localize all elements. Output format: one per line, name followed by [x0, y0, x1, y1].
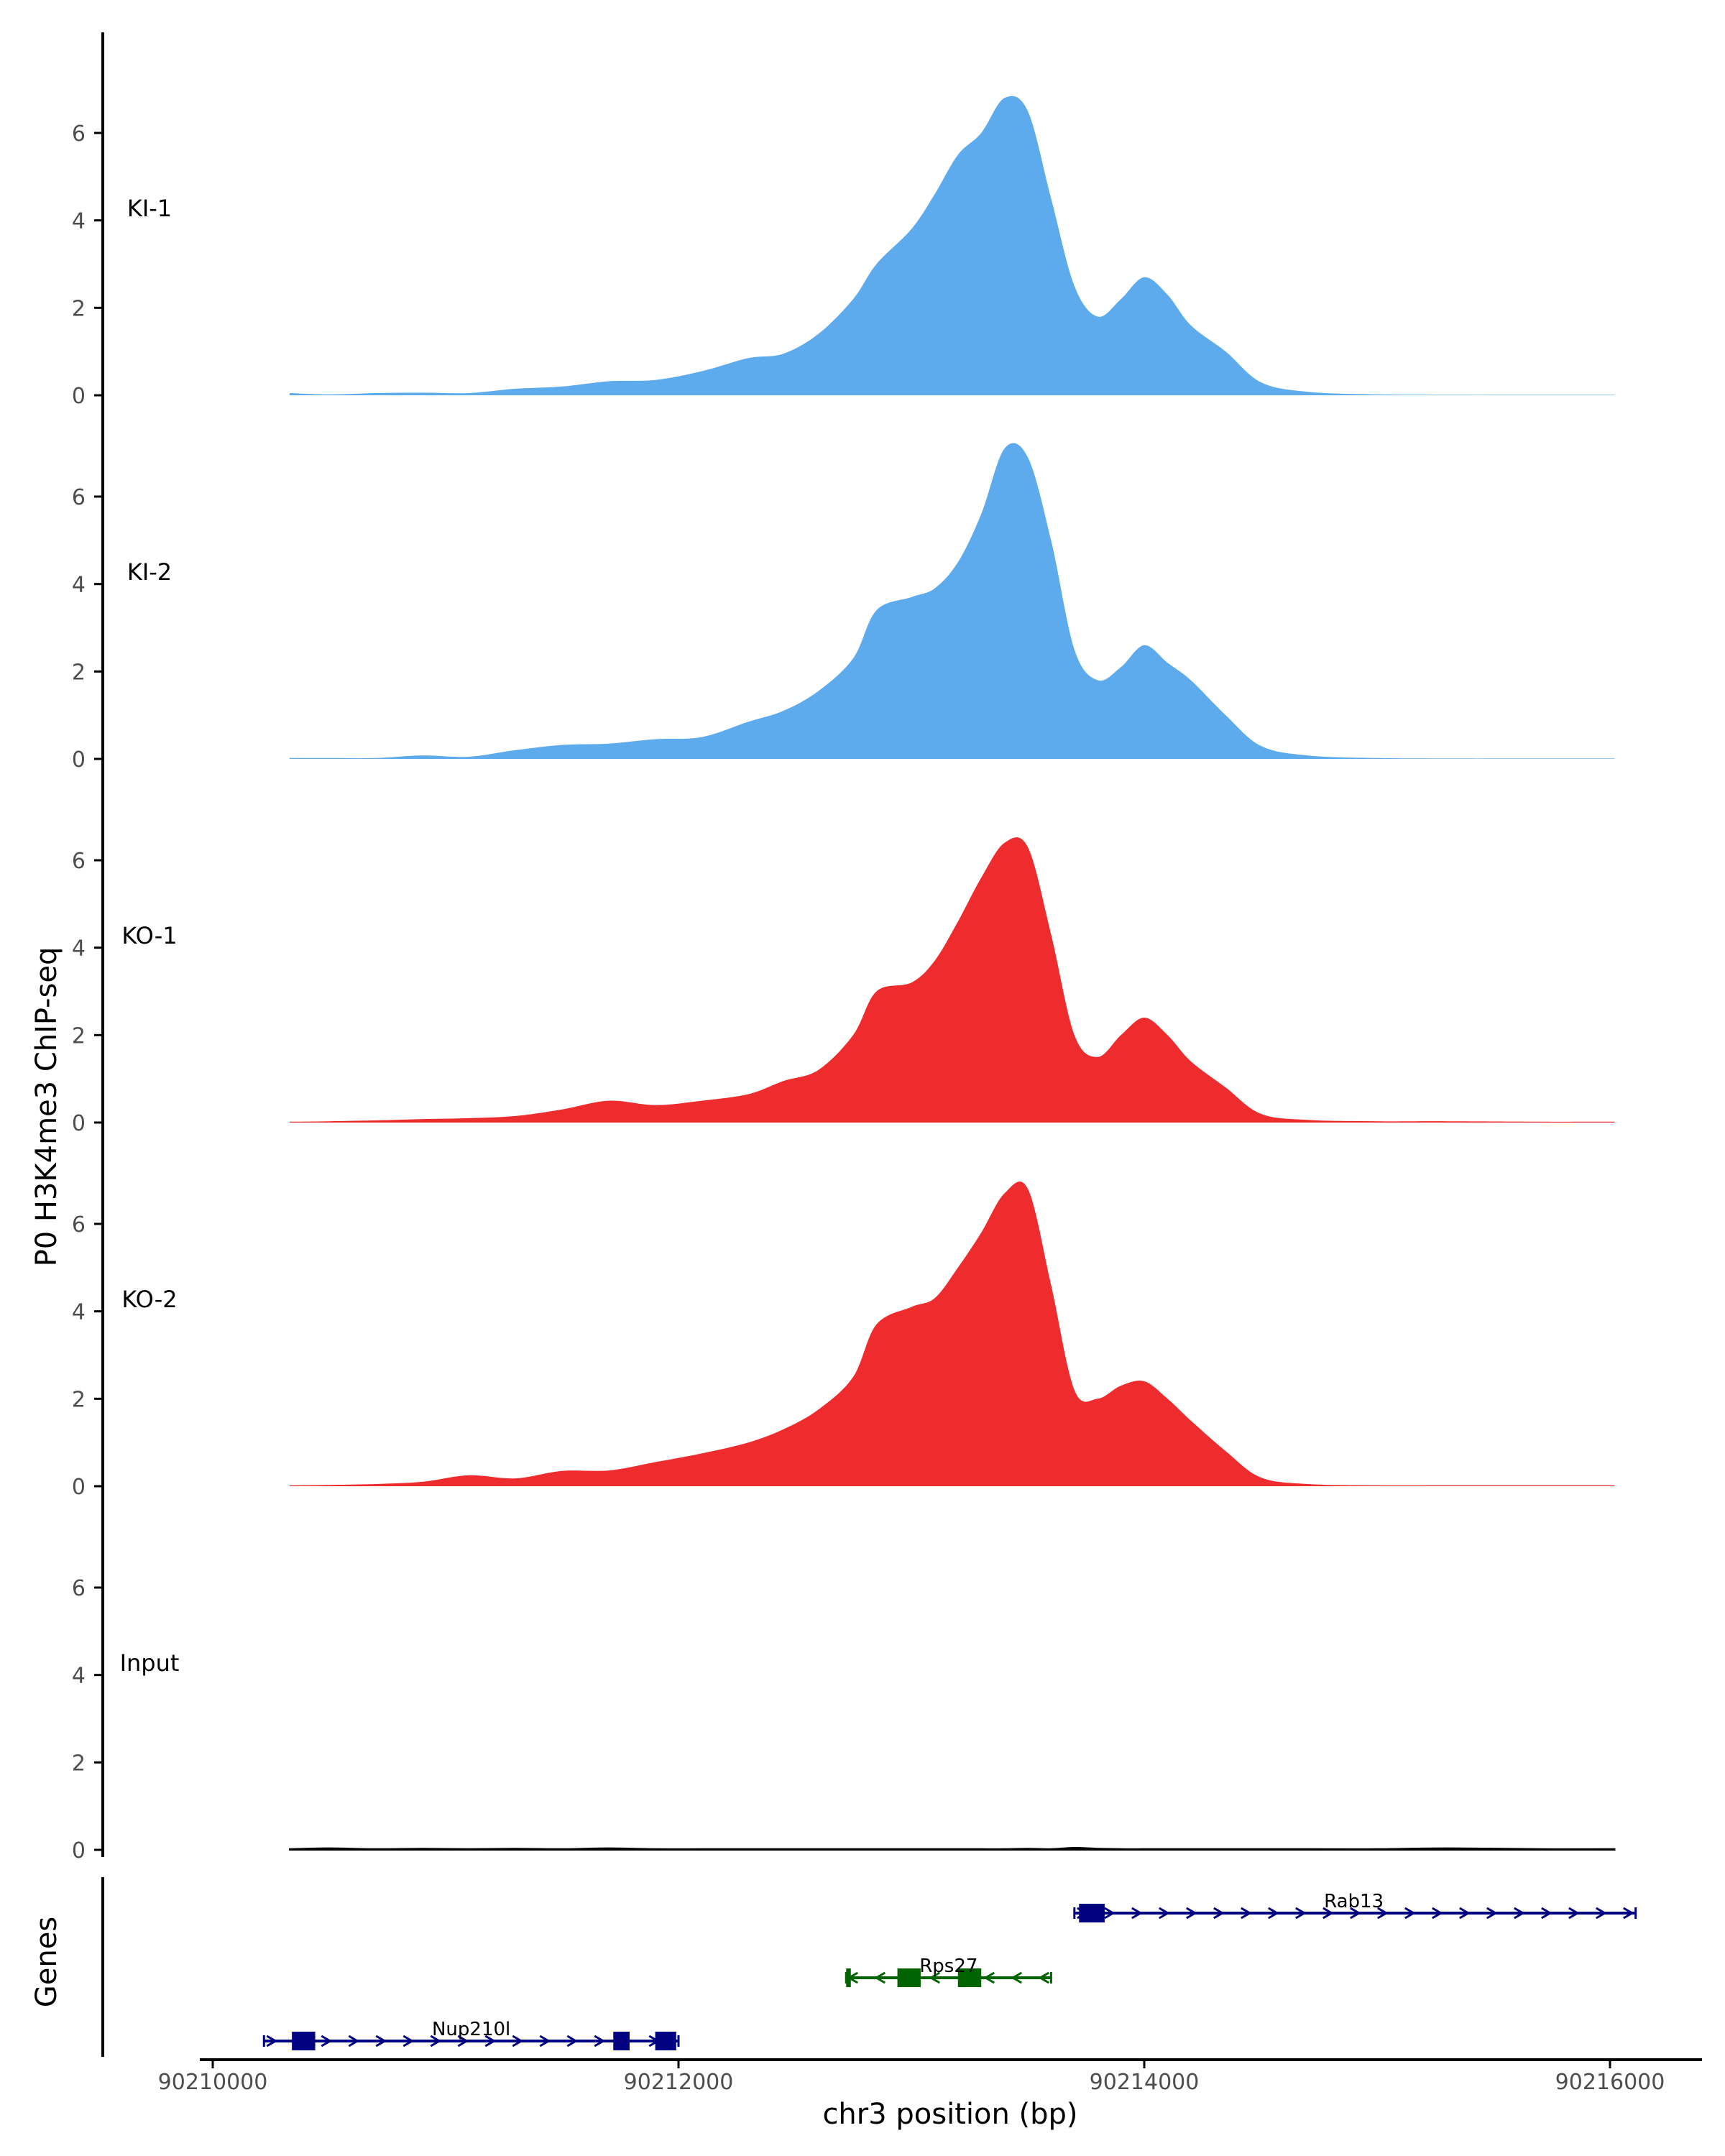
gene-nup210l: Nup210l: [262, 2019, 680, 2050]
strand-arrow: [348, 2035, 360, 2047]
strand-arrow: [1213, 1907, 1225, 1920]
strand-arrow: [566, 2035, 579, 2047]
strand-arrow: [1541, 1907, 1552, 1920]
y-tick-label: 4: [72, 936, 86, 962]
signal-area-ki-1: [289, 96, 1615, 395]
strand-arrow: [1568, 1907, 1580, 1920]
signal-area-ko-2: [289, 1181, 1615, 1486]
strand-arrow: [1377, 1907, 1389, 1920]
x-axis-title: chr3 position (bp): [822, 2098, 1077, 2131]
panel-ki-2: 0 2 4 6 KI-2: [72, 396, 1615, 773]
x-tick-label: 90212000: [624, 2070, 734, 2095]
strand-arrow: [929, 1971, 941, 1984]
y-tick-label: 2: [72, 1751, 86, 1776]
y-tick-label: 2: [72, 296, 86, 321]
panel-ki-1: 0 2 4 6 KI-1: [72, 32, 1615, 409]
gene-rab13: Rab13: [1073, 1891, 1637, 1922]
panel-label: KO-1: [121, 922, 177, 949]
strand-arrow: [1159, 1907, 1170, 1920]
y-tick-label: 2: [72, 1023, 86, 1049]
genes-track-title: Genes: [30, 1917, 63, 2007]
gene-label: Nup210l: [432, 2019, 510, 2040]
strand-arrow: [430, 2035, 442, 2047]
exon-block: [1079, 1904, 1105, 1922]
exon-block: [292, 2032, 316, 2050]
gene-track: Genes Rab13 Rps27 Nup210l: [30, 1877, 1637, 2057]
panel-input: 0 2 4 6 Input: [72, 1487, 1616, 1864]
y-tick-label: 4: [72, 1300, 86, 1325]
y-tick-label: 2: [72, 660, 86, 685]
strand-arrow: [1514, 1907, 1525, 1920]
exon-block: [655, 2032, 676, 2050]
strand-arrow: [1596, 1907, 1607, 1920]
exon-block: [897, 1968, 921, 1987]
x-axis: chr3 position (bp) 90210000 90212000 90214…: [158, 2058, 1702, 2131]
y-tick-label: 0: [72, 747, 86, 773]
strand-arrow: [874, 1971, 886, 1984]
strand-arrow: [1268, 1907, 1279, 1920]
strand-arrow: [402, 2035, 415, 2047]
x-tick-label: 90210000: [158, 2070, 268, 2095]
gene-label: Rps27: [919, 1955, 978, 1977]
panel-label: KI-1: [127, 195, 172, 222]
y-tick-label: 6: [72, 1212, 86, 1238]
y-tick-label: 4: [72, 209, 86, 234]
y-tick-label: 6: [72, 849, 86, 874]
y-tick-label: 0: [72, 384, 86, 409]
panel-label: KO-2: [121, 1286, 177, 1313]
strand-arrow: [1459, 1907, 1471, 1920]
y-tick-label: 0: [72, 1838, 86, 1864]
signal-area-ko-1: [289, 837, 1615, 1123]
strand-arrow: [1404, 1907, 1416, 1920]
strand-arrow: [484, 2035, 497, 2047]
y-tick-label: 0: [72, 1111, 86, 1136]
signal-panels: 0 2 4 6 KI-1 0 2 4 6 KI-2 0 2 4 6 KO-1 0 2 4 6 KO-2 0 2 4 6 Inpu…: [72, 32, 1616, 1864]
exon-block: [846, 1968, 851, 1987]
y-tick-label: 6: [72, 121, 86, 147]
gene-rps27: Rps27: [845, 1955, 1052, 1987]
strand-arrow: [1131, 1907, 1143, 1920]
signal-area-ki-2: [289, 443, 1615, 759]
signal-area-input: [288, 1846, 1616, 1851]
strand-arrow: [375, 2035, 387, 2047]
strand-arrow: [266, 2035, 278, 2047]
strand-arrow: [1295, 1907, 1307, 1920]
exon-block: [613, 2032, 630, 2050]
strand-arrow: [594, 2035, 606, 2047]
strand-arrow: [512, 2035, 524, 2047]
y-tick-label: 0: [72, 1475, 86, 1500]
strand-arrow: [1011, 1971, 1023, 1984]
panel-label: KI-2: [127, 558, 172, 586]
strand-arrow: [983, 1971, 995, 1984]
y-tick-label: 6: [72, 485, 86, 510]
strand-arrow: [1432, 1907, 1443, 1920]
y-tick-label: 2: [72, 1387, 86, 1412]
exon-block: [957, 1968, 982, 1987]
strand-arrow: [1241, 1907, 1252, 1920]
strand-arrow: [321, 2035, 333, 2047]
y-axis-title-group: P0 H3K4me3 ChIP-seq: [30, 947, 63, 1267]
strand-arrow: [1486, 1907, 1498, 1920]
y-tick-label: 6: [72, 1576, 86, 1601]
strand-arrow: [1322, 1907, 1334, 1920]
strand-arrow: [539, 2035, 551, 2047]
strand-arrow: [1186, 1907, 1197, 1920]
y-tick-label: 4: [72, 573, 86, 598]
strand-arrow: [1350, 1907, 1361, 1920]
y-tick-label: 4: [72, 1664, 86, 1689]
x-tick-label: 90216000: [1555, 2070, 1665, 2095]
x-tick-label: 90214000: [1090, 2070, 1200, 2095]
strand-arrow: [1104, 1907, 1116, 1920]
y-axis-title: P0 H3K4me3 ChIP-seq: [30, 947, 63, 1267]
panel-label: Input: [120, 1649, 180, 1677]
strand-arrow: [457, 2035, 469, 2047]
strand-arrow: [1623, 1907, 1634, 1920]
gene-label: Rab13: [1324, 1891, 1384, 1912]
panel-ko-2: 0 2 4 6 KO-2: [72, 1123, 1615, 1500]
strand-arrow: [1038, 1971, 1050, 1984]
panel-ko-1: 0 2 4 6 KO-1: [72, 760, 1615, 1136]
